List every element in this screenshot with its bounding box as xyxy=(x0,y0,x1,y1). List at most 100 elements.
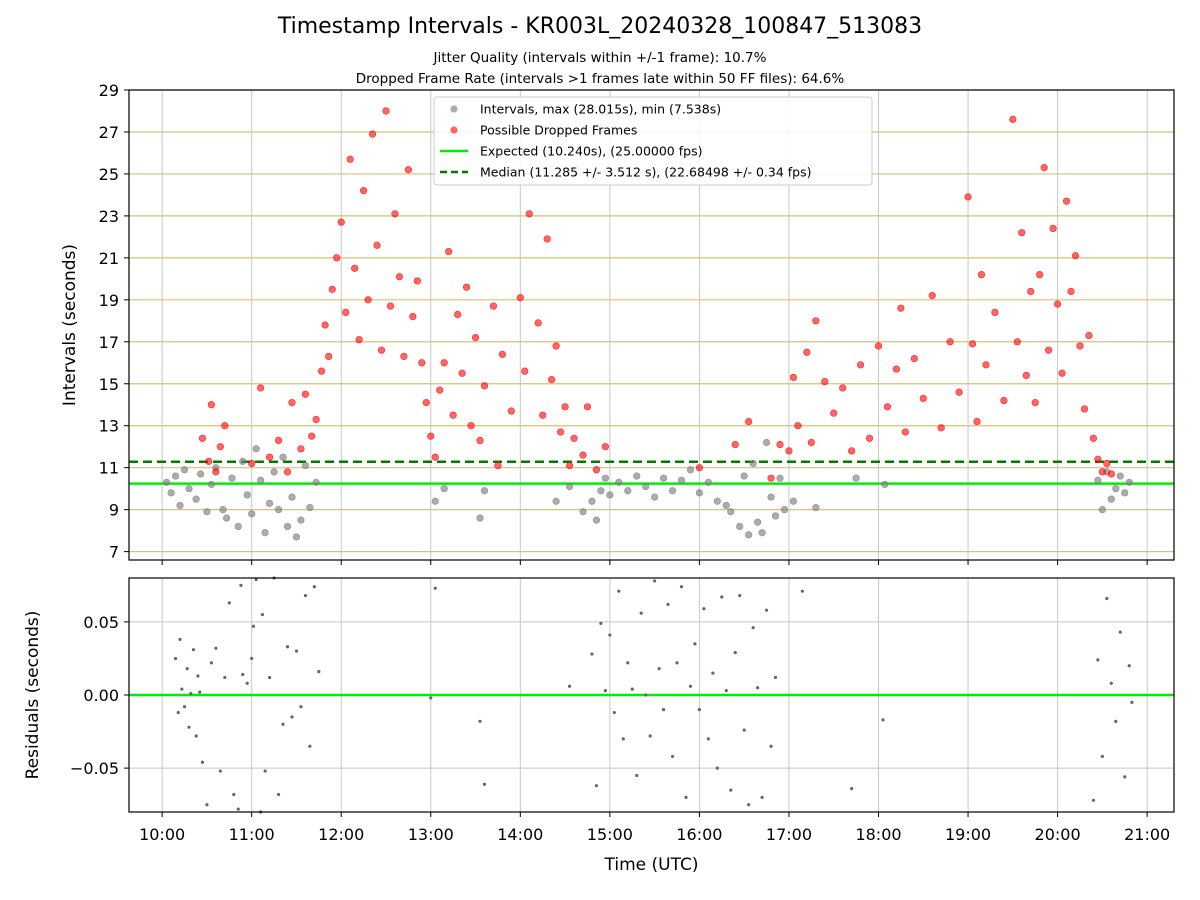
intervals-reference-lines xyxy=(129,460,1174,485)
residual-point xyxy=(196,674,200,678)
dropped-frame-point xyxy=(839,384,847,392)
dropped-frame-point xyxy=(982,361,990,369)
dropped-frame-point xyxy=(221,422,229,430)
dropped-frame-point xyxy=(418,359,426,367)
interval-point xyxy=(852,474,860,482)
dropped-frame-point xyxy=(507,407,515,415)
residual-point xyxy=(599,621,603,625)
dropped-frame-point xyxy=(317,367,326,375)
dropped-frame-point xyxy=(695,464,704,472)
dropped-frame-point xyxy=(1103,459,1111,468)
dropped-frame-point xyxy=(1009,115,1017,123)
dropped-frame-point xyxy=(445,247,453,256)
dropped-frame-point xyxy=(288,399,296,407)
residual-point xyxy=(482,782,487,786)
x-tick-label: 17:00 xyxy=(766,825,812,844)
intervals-axes-frame xyxy=(128,89,1175,561)
dropped-frame-point xyxy=(776,440,784,449)
time-x-ticks: 10:00 11:00 12:00 13:00 14:00 15:00 16:00 17:00… xyxy=(139,560,1170,844)
intervals-y-tick-label: 23 xyxy=(99,207,119,226)
residual-point xyxy=(251,624,256,628)
residual-point xyxy=(751,626,755,630)
dropped-frame-point xyxy=(521,367,529,375)
legend-box xyxy=(433,96,873,186)
legend-label-dropped: Possible Dropped Frames xyxy=(480,123,637,138)
dropped-frame-point xyxy=(1053,300,1062,308)
interval-point xyxy=(642,482,650,491)
dropped-frame-point xyxy=(946,338,954,346)
dropped-frame-point xyxy=(436,386,444,394)
residual-point xyxy=(635,773,639,778)
interval-point xyxy=(812,503,820,512)
dropped-frame-point xyxy=(1098,468,1106,476)
interval-point xyxy=(677,476,686,484)
dropped-frame-point xyxy=(1049,224,1057,233)
dropped-frame-point xyxy=(355,336,363,344)
residual-point xyxy=(285,645,290,649)
residual-point xyxy=(1123,775,1127,779)
residual-point xyxy=(1109,681,1113,685)
residual-point xyxy=(173,656,178,661)
dropped-frame-point xyxy=(216,443,224,451)
residual-point xyxy=(850,787,854,791)
dropped-frame-point xyxy=(205,457,213,465)
interval-point xyxy=(234,522,242,531)
interval-point xyxy=(754,518,762,526)
interval-point xyxy=(1094,476,1102,484)
x-tick-label: 16:00 xyxy=(676,825,722,844)
interval-point xyxy=(668,487,677,495)
residual-point xyxy=(738,593,742,598)
dropped-frame-point xyxy=(1018,229,1026,237)
interval-point xyxy=(736,522,744,531)
time-x-axis-label: Time (UTC) xyxy=(604,855,699,875)
residual-point xyxy=(729,788,733,792)
interval-point xyxy=(292,533,301,541)
dropped-frame-point xyxy=(991,308,999,317)
residual-point xyxy=(218,769,222,773)
legend-marker-intervals xyxy=(450,105,458,113)
dropped-frame-point xyxy=(848,447,856,455)
residual-point xyxy=(178,637,182,642)
intervals-y-ticks: 7 9 11 13 15 17 19 21 23 25 27 29 xyxy=(99,81,129,562)
interval-point xyxy=(713,497,721,505)
intervals-y-tick-label: 13 xyxy=(99,417,119,436)
intervals-y-tick-label: 19 xyxy=(99,291,119,310)
residual-point xyxy=(1091,798,1096,802)
interval-point xyxy=(776,474,784,482)
residual-point xyxy=(684,795,688,799)
dropped-frame-point xyxy=(413,277,421,285)
dropped-frame-point xyxy=(476,436,484,445)
dropped-frame-point xyxy=(856,361,865,369)
dropped-frame-point xyxy=(548,375,556,384)
residual-point xyxy=(773,675,778,680)
dropped-frame-point xyxy=(467,422,475,430)
dropped-frame-point xyxy=(534,319,542,327)
intervals-y-tick-label: 21 xyxy=(99,249,119,268)
dropped-frame-point xyxy=(803,348,811,356)
interval-point xyxy=(440,485,448,493)
dropped-frame-point xyxy=(422,399,430,407)
legend-label-median: Median (11.285 +/- 3.512 s), (22.68498 +… xyxy=(480,165,811,180)
residual-point xyxy=(648,734,652,738)
interval-point xyxy=(771,512,780,520)
residual-point xyxy=(209,661,213,665)
x-tick-label: 13:00 xyxy=(408,825,454,844)
residual-point xyxy=(747,803,751,807)
x-tick-label: 19:00 xyxy=(945,825,991,844)
dropped-frame-point xyxy=(386,302,395,310)
residual-point xyxy=(236,807,240,811)
dropped-frame-point xyxy=(968,340,977,348)
intervals-y-tick-label: 7 xyxy=(109,543,119,562)
dropped-frame-point xyxy=(308,432,316,440)
dropped-frame-point xyxy=(789,373,798,382)
interval-point xyxy=(279,453,287,461)
dropped-frame-point xyxy=(910,354,918,363)
dropped-frame-point xyxy=(892,365,901,373)
interval-point xyxy=(297,516,305,524)
interval-point xyxy=(239,457,247,465)
interval-point xyxy=(197,470,205,478)
interval-point xyxy=(745,531,753,539)
dropped-frame-point xyxy=(377,346,386,354)
dropped-frame-point xyxy=(601,443,609,451)
intervals-y-tick-label: 25 xyxy=(99,165,119,184)
